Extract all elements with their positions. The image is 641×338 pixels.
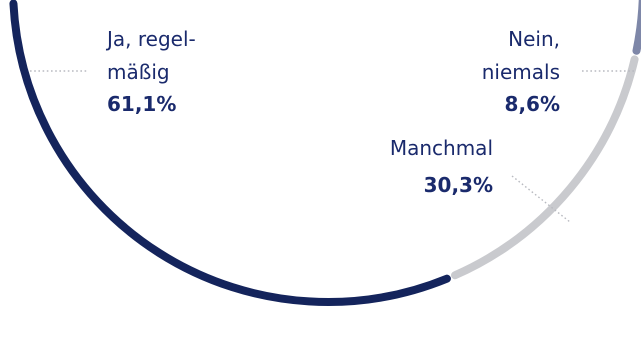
arc-nein-niemals [632,0,641,55]
arc-ja-regelmaessig [9,0,451,306]
label-group: Ja, regel- mäßig 61,1% Nein, niemals 8,6… [105,27,560,197]
leader-line-group [30,70,634,223]
slice-label-manchmal: Manchmal [390,136,493,160]
slice-value-ja: 61,1% [107,92,176,116]
arc-group [9,0,641,306]
arc-manchmal [451,55,639,280]
slice-value-manchmal: 30,3% [424,173,493,197]
slice-label-ja-line-1: Ja, regel- [105,27,196,51]
slice-label-nein-line-1: Nein, [508,27,560,51]
slice-value-nein: 8,6% [505,92,560,116]
slice-label-nein-line-2: niemals [482,60,560,84]
slice-label-ja-line-2: mäßig [107,60,170,84]
